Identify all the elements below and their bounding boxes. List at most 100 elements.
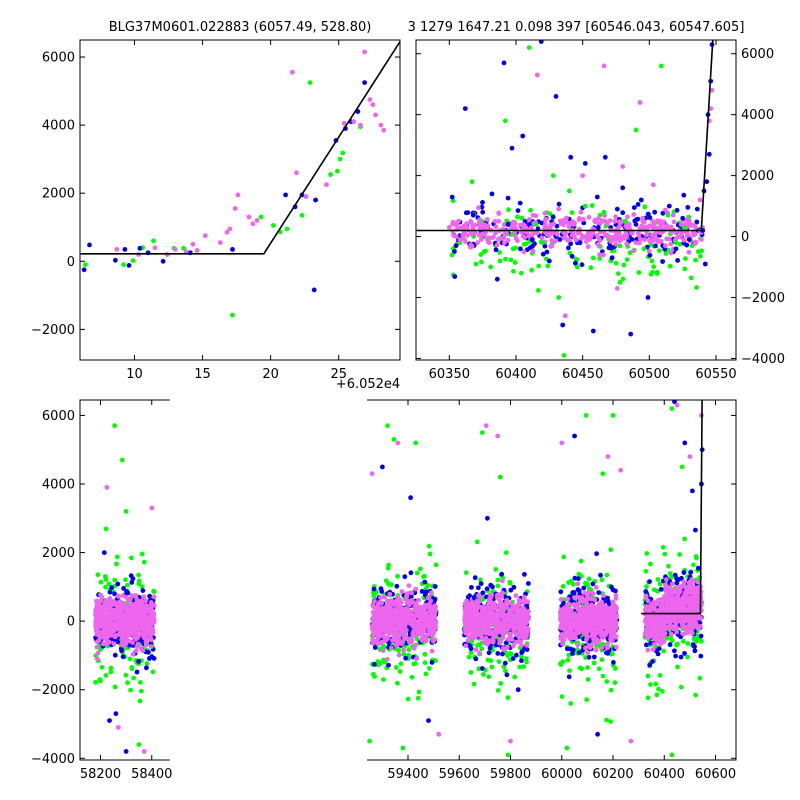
magenta-point — [499, 605, 504, 611]
magenta-point — [598, 606, 604, 612]
blue-point — [557, 237, 563, 242]
magenta-point — [499, 578, 505, 584]
blue-point — [643, 589, 649, 594]
magenta-point — [572, 234, 577, 240]
magenta-point — [617, 223, 622, 229]
magenta-point — [520, 233, 526, 239]
magenta-point — [116, 632, 121, 637]
blue-point — [566, 674, 572, 680]
green-point — [667, 263, 673, 269]
blue-point — [694, 219, 700, 225]
magenta-point — [607, 218, 613, 224]
magenta-point — [608, 239, 614, 244]
green-point — [474, 539, 480, 545]
green-point — [574, 264, 580, 270]
blue-point — [602, 154, 608, 160]
magenta-point — [678, 222, 684, 227]
blue-point — [283, 192, 288, 198]
green-point — [600, 673, 606, 679]
blue-point — [230, 247, 235, 252]
magenta-point — [467, 244, 473, 250]
green-point — [381, 677, 386, 682]
green-point — [654, 271, 660, 276]
magenta-point — [631, 212, 637, 217]
magenta-point — [432, 603, 437, 609]
magenta-point — [401, 647, 407, 653]
green-point — [478, 252, 484, 257]
magenta-point — [524, 611, 530, 616]
blue-point — [573, 260, 578, 266]
magenta-point — [97, 635, 103, 641]
magenta-point — [637, 100, 643, 105]
green-point — [405, 696, 411, 702]
magenta-point — [526, 616, 531, 622]
magenta-point — [618, 219, 624, 225]
green-point — [665, 212, 671, 218]
green-point — [479, 646, 485, 652]
magenta-point — [481, 617, 487, 622]
green-point — [667, 571, 673, 576]
magenta-point — [516, 602, 522, 607]
magenta-point — [112, 616, 118, 622]
magenta-point — [556, 206, 562, 212]
magenta-point — [521, 598, 526, 603]
x-tick-label: 60550 — [695, 367, 736, 382]
magenta-point — [151, 612, 157, 618]
magenta-point — [575, 642, 581, 648]
magenta-point — [202, 233, 208, 239]
green-point — [666, 563, 671, 569]
green-point — [526, 45, 532, 50]
magenta-point — [492, 218, 498, 224]
green-point — [645, 695, 651, 701]
magenta-point — [94, 644, 100, 650]
green-point — [393, 665, 399, 670]
blue-point — [479, 666, 485, 671]
magenta-point — [151, 594, 157, 600]
blue-point — [472, 575, 478, 581]
magenta-point — [114, 247, 120, 252]
magenta-point — [583, 609, 589, 615]
blue-point — [109, 585, 114, 591]
green-point — [377, 661, 382, 667]
green-point — [123, 577, 128, 583]
magenta-point — [576, 622, 581, 627]
green-point — [633, 127, 639, 133]
green-point — [675, 664, 680, 670]
blue-point — [614, 206, 620, 212]
magenta-point — [593, 585, 599, 590]
magenta-point — [524, 642, 530, 648]
magenta-point — [572, 595, 577, 600]
magenta-point — [95, 650, 101, 656]
magenta-point — [387, 598, 393, 604]
magenta-point — [401, 618, 406, 623]
green-point — [103, 673, 109, 678]
magenta-point — [604, 616, 610, 621]
blue-point — [520, 133, 526, 139]
green-point — [139, 584, 145, 589]
magenta-point — [469, 624, 475, 630]
magenta-point — [588, 596, 594, 602]
magenta-point — [558, 616, 564, 622]
magenta-point — [605, 645, 610, 651]
magenta-point — [475, 631, 481, 636]
magenta-point — [612, 603, 618, 609]
green-point — [503, 256, 508, 262]
magenta-point — [507, 631, 512, 637]
magenta-point — [558, 597, 564, 602]
magenta-point — [227, 226, 233, 232]
green-point — [398, 661, 404, 667]
blue-point — [682, 651, 687, 656]
green-point — [683, 256, 688, 261]
magenta-point — [490, 639, 496, 645]
magenta-point — [496, 210, 502, 216]
magenta-point — [604, 221, 610, 227]
magenta-point — [604, 623, 610, 629]
green-point — [495, 577, 501, 583]
magenta-point — [504, 231, 510, 236]
magenta-point — [686, 218, 692, 224]
green-point — [130, 258, 136, 263]
magenta-point — [575, 230, 581, 236]
magenta-point — [604, 641, 610, 647]
blue-point — [494, 276, 500, 282]
magenta-point — [386, 626, 392, 632]
